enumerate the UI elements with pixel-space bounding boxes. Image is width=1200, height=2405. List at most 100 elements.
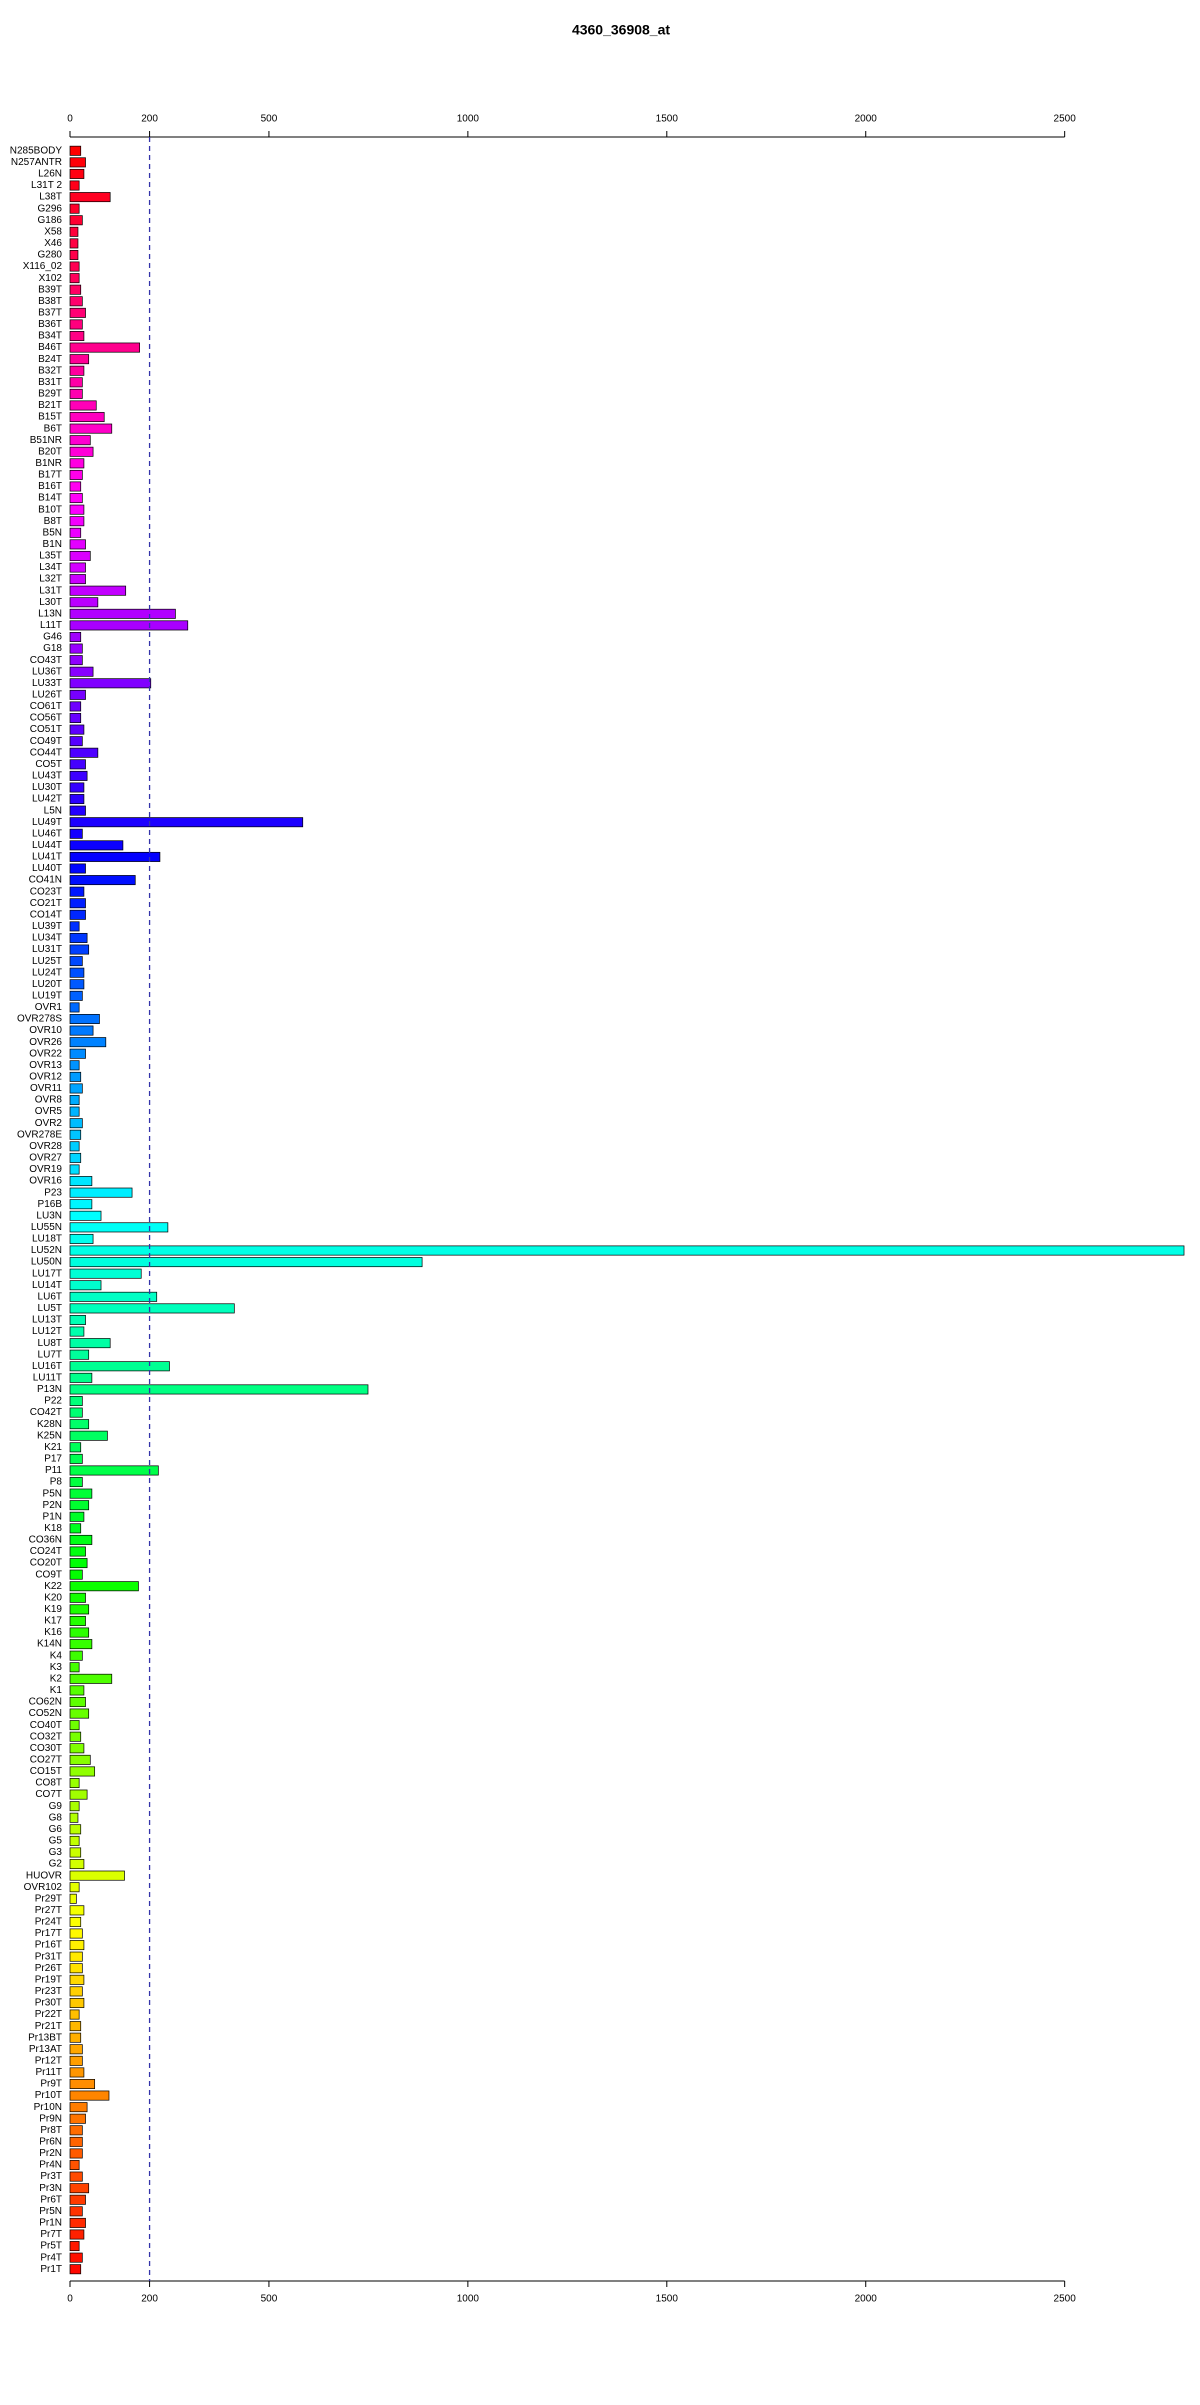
y-tick-label: CO5T: [35, 759, 62, 770]
bar: [69, 1870, 125, 1881]
y-tick-label: LU46T: [32, 828, 62, 839]
y-tick-label: CO21T: [30, 898, 62, 909]
bar: [69, 1430, 108, 1441]
bar: [69, 562, 86, 573]
bar: [69, 851, 161, 862]
bar: [69, 1187, 133, 1198]
chart-title: 4360_36908_at: [572, 22, 670, 38]
y-tick-label: Pr9T: [40, 2079, 62, 2090]
y-tick-label: Pr6T: [40, 2194, 62, 2205]
bar: [69, 1673, 113, 1684]
bar: [69, 1326, 85, 1337]
bar: [69, 2102, 88, 2113]
y-tick-label: LU39T: [32, 921, 62, 932]
bar: [69, 921, 80, 932]
bar: [69, 1095, 80, 1106]
bar: [69, 145, 82, 156]
y-tick-label: Pr19T: [35, 1974, 62, 1985]
bar: [69, 469, 83, 480]
y-tick-label: L13N: [38, 608, 62, 619]
bar: [69, 909, 86, 920]
y-tick-label: K25N: [37, 1430, 62, 1441]
x-tick-label: 2000: [855, 114, 878, 125]
y-tick-label: CO7T: [35, 1789, 62, 1800]
bar: [69, 1118, 83, 1129]
y-tick-label: G8: [49, 1812, 63, 1823]
bar: [69, 1627, 90, 1638]
bar: [69, 655, 83, 666]
y-tick-label: CO32T: [30, 1731, 62, 1742]
bar: [69, 724, 85, 735]
y-tick-label: P8: [50, 1477, 63, 1488]
bar: [69, 1916, 82, 1927]
x-tick-label: 0: [67, 2294, 73, 2305]
y-tick-label: LU25T: [32, 956, 62, 967]
bar: [69, 1384, 369, 1395]
y-tick-label: B21T: [38, 400, 62, 411]
bar: [69, 1697, 86, 1707]
bar: [69, 794, 85, 805]
bar: [69, 1766, 96, 1777]
y-tick-label: LU49T: [32, 817, 62, 828]
y-tick-label: OVR102: [24, 1882, 63, 1893]
bar: [69, 354, 90, 365]
y-tick-label: CO41N: [29, 875, 62, 886]
y-tick-label: L31T 2: [31, 180, 62, 191]
bar: [69, 1465, 159, 1476]
y-tick-label: LU34T: [32, 933, 62, 944]
y-tick-label: G18: [43, 643, 62, 654]
y-tick-label: OVR2: [35, 1118, 63, 1129]
y-tick-label: CO30T: [30, 1743, 62, 1754]
bar: [69, 2241, 80, 2252]
y-tick-label: CO14T: [30, 909, 62, 920]
y-tick-label: X58: [44, 226, 62, 237]
bar: [69, 2113, 86, 2124]
y-tick-label: P2N: [43, 1500, 62, 1511]
y-tick-label: B37T: [38, 307, 62, 318]
y-tick-label: LU40T: [32, 863, 62, 874]
y-tick-label: LU5T: [38, 1303, 62, 1314]
x-tick-label: 0: [67, 114, 73, 125]
y-tick-label: Pr10N: [34, 2102, 62, 2113]
bar: [69, 1604, 90, 1615]
bar: [69, 1708, 90, 1719]
bar: [69, 365, 85, 376]
y-tick-label: LU11T: [33, 1372, 62, 1383]
bar: [69, 1268, 142, 1279]
y-tick-label: B15T: [38, 412, 62, 423]
y-tick-label: B34T: [38, 331, 62, 342]
y-tick-label: CO36N: [29, 1535, 62, 1546]
y-tick-label: LU12T: [32, 1326, 62, 1337]
y-tick-label: L38T: [39, 192, 62, 203]
bar: [69, 2079, 96, 2089]
bar: [69, 249, 79, 260]
bar: [69, 701, 82, 712]
y-tick-label: Pr3T: [40, 2171, 62, 2182]
bar: [69, 1071, 82, 1082]
bar: [69, 2125, 83, 2136]
y-tick-label: Pr7T: [40, 2229, 62, 2240]
y-tick-label: Pr4N: [39, 2160, 62, 2171]
y-tick-label: L32T: [39, 574, 62, 585]
bar: [69, 2194, 86, 2205]
y-tick-label: B6T: [44, 423, 62, 434]
bar: [69, 2009, 80, 2020]
bar: [69, 770, 88, 781]
bar: [69, 747, 99, 758]
y-tick-label: P5N: [43, 1488, 62, 1499]
bar: [69, 2206, 83, 2217]
bar: [69, 2229, 85, 2240]
y-tick-label: Pr22T: [35, 2009, 62, 2020]
bar: [69, 1002, 80, 1013]
y-tick-label: CO24T: [30, 1546, 62, 1557]
y-tick-label: G9: [49, 1801, 63, 1812]
bar: [69, 2055, 83, 2066]
y-tick-label: Pr13AT: [29, 2044, 62, 2055]
x-tick-label: 500: [261, 2294, 278, 2305]
y-tick-label: OVR5: [35, 1106, 63, 1117]
bar: [69, 1569, 83, 1580]
bar: [69, 1500, 90, 1511]
y-tick-label: LU42T: [32, 794, 62, 805]
y-tick-label: B38T: [38, 296, 62, 307]
